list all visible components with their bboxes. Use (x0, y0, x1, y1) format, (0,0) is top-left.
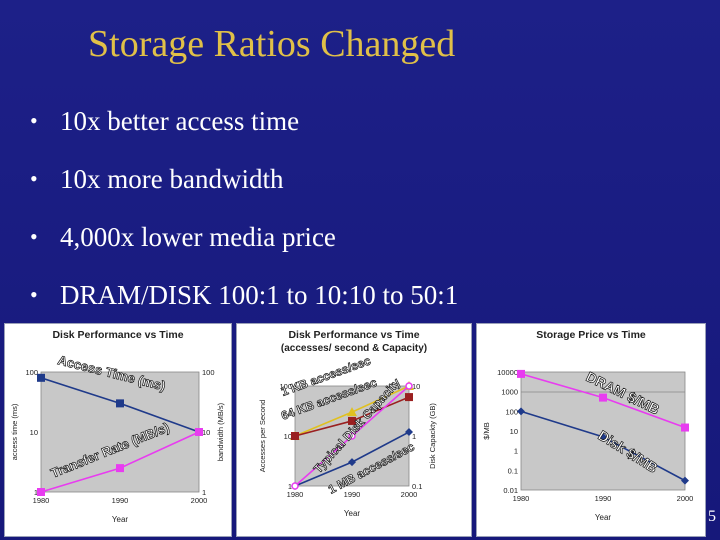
y2-tick-label: 100 (202, 368, 215, 377)
y-axis-label: access time (ms) (10, 403, 19, 460)
y-tick-label: 1000 (501, 388, 518, 397)
x-tick-label: 1990 (112, 496, 129, 505)
chart-svg: Disk Performance vs Time1001011001011980… (10, 329, 225, 524)
data-point (348, 432, 356, 440)
y-tick-label: 10000 (497, 368, 518, 377)
data-point (116, 464, 124, 473)
slide-title: Storage Ratios Changed (88, 23, 456, 65)
data-point (405, 393, 413, 402)
data-point (405, 382, 413, 390)
data-point (348, 416, 356, 425)
data-point (405, 428, 413, 437)
y-tick-label: 100 (25, 368, 38, 377)
x-axis-label: Year (344, 509, 361, 518)
chart-disk-accesses-capacity: Disk Performance vs Time (accesses/ secon… (236, 323, 472, 537)
data-point (517, 369, 525, 378)
y-axis-label: $/MB (482, 422, 491, 440)
y-tick-label: 10 (284, 432, 292, 441)
bullet-list: • 10x better access time • 10x more band… (30, 92, 710, 324)
bullet-text: DRAM/DISK 100:1 to 10:10 to 50:1 (60, 279, 459, 310)
bullet-dot-icon: • (30, 166, 38, 191)
data-point (681, 476, 689, 485)
data-point (291, 482, 299, 490)
y-tick-label: 100 (505, 407, 518, 416)
data-point (37, 373, 45, 382)
data-point (348, 458, 356, 467)
x-tick-label: 1980 (33, 496, 50, 505)
chart-svg: Storage Price vs Time 10000 1000 100 10 1 0.1 0… (482, 329, 694, 522)
data-point (681, 423, 689, 432)
data-point (347, 407, 357, 417)
data-point (291, 432, 299, 440)
x-tick-label: 2000 (677, 494, 694, 503)
y-tick-label: 1 (514, 447, 518, 456)
data-point (116, 399, 124, 408)
x-axis-label: Year (112, 515, 129, 524)
x-tick-label: 1990 (595, 494, 612, 503)
x-tick-label: 1990 (344, 490, 361, 499)
bullet-dot-icon: • (30, 282, 38, 307)
y-tick-label: 100 (279, 382, 292, 391)
y2-tick-label: 10 (412, 382, 420, 391)
x-tick-label: 1980 (513, 494, 530, 503)
y-tick-label: 0.1 (508, 466, 518, 475)
chart-title: Storage Price vs Time (536, 329, 646, 341)
data-point (517, 407, 525, 416)
y-tick-label: 10 (510, 427, 518, 436)
bullet-item: • DRAM/DISK 100:1 to 10:10 to 50:1 (30, 266, 710, 324)
bullet-text: 10x more bandwidth (60, 163, 284, 194)
y-tick-label: 10 (30, 428, 38, 437)
bullet-text: 4,000x lower media price (60, 221, 336, 252)
y2-axis-label: bandwidth (MB/s) (216, 402, 225, 461)
x-tick-label: 2000 (191, 496, 208, 505)
y-axis-label: Accesses per Second (258, 400, 267, 473)
x-tick-label: 1980 (287, 490, 304, 499)
x-axis-label: Year (595, 513, 612, 522)
bullet-dot-icon: • (30, 224, 38, 249)
bullet-item: • 10x more bandwidth (30, 150, 710, 208)
y2-axis-label: Disk Capackty (GB) (428, 403, 437, 469)
chart-subtitle: (accesses/ second & Capacity) (281, 343, 427, 354)
y2-tick-label: 1 (412, 432, 416, 441)
chart-title: Disk Performance vs Time (52, 329, 183, 341)
data-point (599, 393, 607, 402)
data-point (599, 432, 607, 441)
y-tick-label: 0.01 (503, 486, 518, 495)
x-tick-label: 2000 (401, 490, 418, 499)
bullet-text: 10x better access time (60, 105, 300, 136)
y-tick-label: 1 (34, 488, 38, 497)
y2-tick-label: 10 (202, 428, 210, 437)
bullet-item: • 4,000x lower media price (30, 208, 710, 266)
y2-tick-label: 1 (202, 488, 206, 497)
bullet-dot-icon: • (30, 108, 38, 133)
chart-svg: Disk Performance vs Time (accesses/ secon… (258, 329, 437, 518)
chart-disk-access-bandwidth: Disk Performance vs Time 100 10 1 100 10 1 1980… (4, 323, 232, 537)
data-point (195, 428, 203, 436)
bullet-item: • 10x better access time (30, 92, 710, 150)
y2-tick-label: 0.1 (412, 482, 422, 491)
chart-title: Disk Performance vs Time (288, 329, 419, 341)
data-point (37, 488, 45, 496)
chart-storage-price: Storage Price vs Time 10000 1000 100 10 1 0.1 0… (476, 323, 706, 537)
page-number: 5 (708, 508, 716, 525)
y-tick-label: 1 (288, 482, 292, 491)
